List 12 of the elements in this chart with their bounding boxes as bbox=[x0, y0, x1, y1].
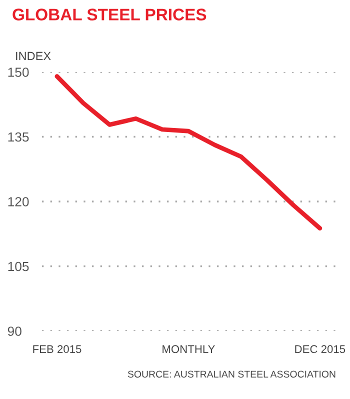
chart-title: GLOBAL STEEL PRICES bbox=[12, 8, 206, 20]
x-tick-label: MONTHLY bbox=[162, 345, 215, 354]
y-tick-label: 105 bbox=[8, 262, 29, 272]
y-tick-label: 90 bbox=[8, 326, 22, 336]
source-note: SOURCE: AUSTRALIAN STEEL ASSOCIATION bbox=[128, 370, 336, 378]
x-tick-label: DEC 2015 bbox=[295, 345, 346, 354]
y-tick-label: 135 bbox=[8, 132, 29, 142]
line-series bbox=[54, 74, 322, 230]
x-tick-label: FEB 2015 bbox=[33, 345, 82, 354]
y-tick-label: 120 bbox=[8, 197, 29, 206]
y-tick-label: 150 bbox=[8, 68, 29, 77]
y-axis-title: INDEX bbox=[16, 52, 51, 60]
